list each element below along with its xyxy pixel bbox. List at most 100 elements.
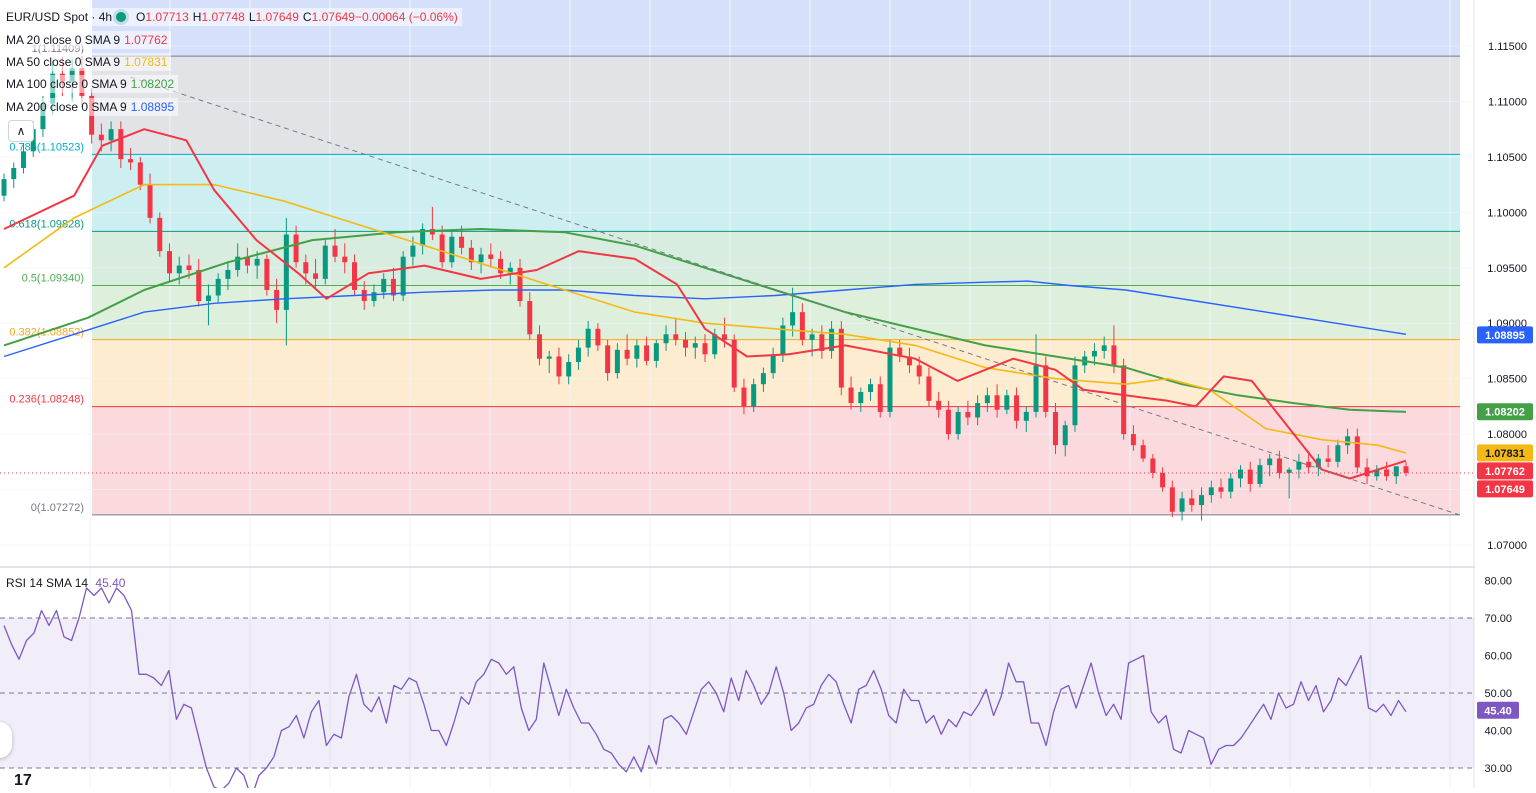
indicator-value: 1.08202 xyxy=(130,77,175,91)
rsi-value: 45.40 xyxy=(95,576,126,590)
candle-up xyxy=(575,347,581,363)
candle-down xyxy=(819,334,825,351)
rsi-label: RSI 14 SMA 14 xyxy=(6,576,89,590)
indicator-ma100[interactable]: MA 100 close 0 SMA 9 1.08202 xyxy=(6,75,179,93)
rsi-legend[interactable]: RSI 14 SMA 14 45.40 xyxy=(6,576,125,590)
candle-down xyxy=(498,258,504,274)
candle-up xyxy=(381,278,387,293)
rsi-tick-label: 50.00 xyxy=(1484,688,1512,700)
candle-down xyxy=(1403,466,1409,473)
indicator-ma20[interactable]: MA 20 close 0 SMA 9 1.07762 xyxy=(6,31,172,49)
price-tick-label: 1.07000 xyxy=(1487,540,1527,552)
fib-zone xyxy=(92,285,1460,340)
candle-down xyxy=(994,395,1000,410)
candle-down xyxy=(468,247,474,263)
candle-down xyxy=(390,278,396,296)
rsi-badge xyxy=(1477,701,1519,719)
candle-down xyxy=(1247,469,1253,485)
candle-down xyxy=(1218,487,1224,492)
candle-down xyxy=(439,234,445,263)
scroll-left-button[interactable] xyxy=(0,722,12,758)
rsi-tick-label: 30.00 xyxy=(1484,763,1512,775)
candle-down xyxy=(527,301,533,335)
price-badge-label: 1.08202 xyxy=(1485,407,1525,419)
candle-down xyxy=(303,262,309,274)
candle-up xyxy=(410,245,416,257)
candle-up xyxy=(1393,466,1399,477)
candle-down xyxy=(683,339,689,348)
candle-up xyxy=(1296,461,1302,470)
price-badge xyxy=(1477,403,1533,421)
price-badge-label: 1.07762 xyxy=(1485,466,1525,478)
fib-level-label: 0.618(1.09828) xyxy=(9,218,84,230)
rsi-badge-label: 45.40 xyxy=(1484,705,1512,717)
candle-up xyxy=(1091,350,1097,357)
ma20-line xyxy=(3,128,1407,480)
close-label: C xyxy=(302,10,312,24)
candle-down xyxy=(1121,365,1127,435)
candle-up xyxy=(790,312,796,326)
candle-down xyxy=(1111,345,1117,366)
candle-down xyxy=(137,162,143,185)
candle-up xyxy=(254,258,260,266)
candle-up xyxy=(1023,411,1029,421)
close-value: 1.07649 xyxy=(311,10,355,24)
candle-down xyxy=(702,343,708,355)
fib-zone xyxy=(92,56,1460,155)
candle-up xyxy=(1315,458,1321,468)
candle-down xyxy=(1043,365,1049,412)
candle-down xyxy=(799,312,805,340)
fib-level-label: 0.382(1.08852) xyxy=(9,327,84,339)
collapse-legend-button[interactable]: ∧ xyxy=(8,120,34,142)
candle-down xyxy=(244,256,250,266)
price-tick-label: 1.11500 xyxy=(1488,41,1527,53)
candle-up xyxy=(205,295,211,302)
price-tick-label: 1.08000 xyxy=(1487,429,1527,441)
price-badge-label: 1.08895 xyxy=(1485,330,1525,342)
indicator-ma200[interactable]: MA 200 close 0 SMA 9 1.08895 xyxy=(6,98,179,116)
open-label: O xyxy=(136,10,146,24)
low-label: L xyxy=(248,10,256,24)
candle-up xyxy=(585,328,591,348)
indicator-ma50[interactable]: MA 50 close 0 SMA 9 1.07831 xyxy=(6,53,172,71)
price-tick-label: 1.09500 xyxy=(1487,263,1527,275)
candle-up xyxy=(1345,436,1351,446)
candle-up xyxy=(20,151,26,168)
candle-up xyxy=(634,345,640,359)
candle-down xyxy=(1150,458,1156,473)
high-label: H xyxy=(192,10,202,24)
candle-down xyxy=(1364,467,1370,477)
fib-level-label: 0.786(1.10523) xyxy=(9,141,84,153)
candle-down xyxy=(313,273,319,279)
price-badge xyxy=(1477,444,1533,462)
price-tick-label: 1.10500 xyxy=(1487,152,1527,164)
price-badge-label: 1.07831 xyxy=(1485,448,1525,460)
candle-up xyxy=(1237,469,1243,479)
price-scale-bg xyxy=(1475,0,1536,788)
candle-down xyxy=(1160,472,1166,488)
candle-down xyxy=(1306,461,1312,468)
candle-up xyxy=(760,373,766,385)
indicator-value: 1.07831 xyxy=(124,55,168,69)
symbol-row: EUR/USD Spot · 4h O1.07713 H1.07748 L1.0764… xyxy=(6,8,462,26)
fib-zone xyxy=(92,406,1460,515)
candle-up xyxy=(751,384,757,407)
symbol-title[interactable]: EUR/USD Spot · 4h xyxy=(6,10,113,24)
candle-down xyxy=(731,339,737,388)
candle-down xyxy=(916,365,922,377)
candle-down xyxy=(1053,411,1058,446)
price-tick-label: 1.08500 xyxy=(1487,374,1527,386)
fib-level-label: 0.236(1.08248) xyxy=(9,394,84,406)
candle-up xyxy=(868,384,874,392)
candle-up xyxy=(984,395,990,404)
candle-down xyxy=(673,334,679,340)
candle-down xyxy=(556,356,562,377)
candle-down xyxy=(741,387,747,407)
candle-down xyxy=(118,129,124,160)
indicator-label: MA 100 close 0 SMA 9 xyxy=(6,77,127,91)
candle-down xyxy=(945,409,951,435)
open-value: 1.07713 xyxy=(145,10,189,24)
low-value: 1.07649 xyxy=(255,10,299,24)
